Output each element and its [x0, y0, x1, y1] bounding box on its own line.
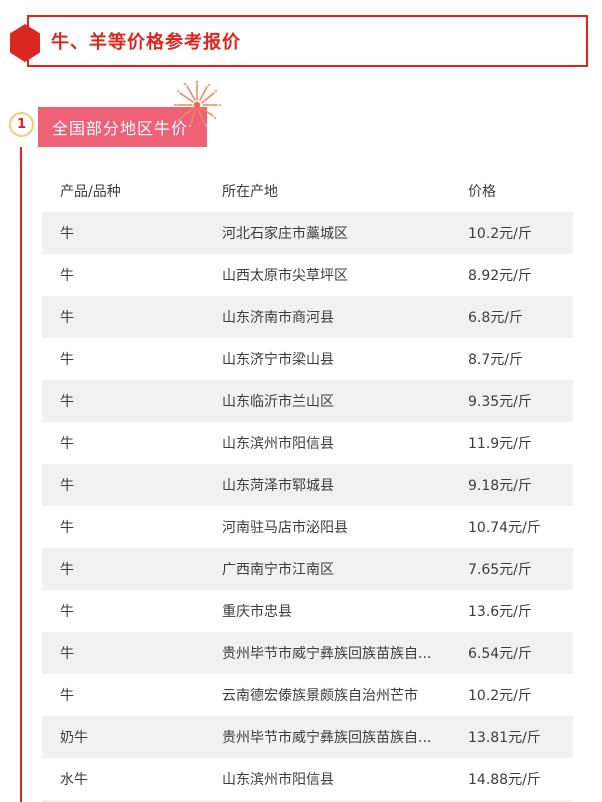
cell-product: 牛	[60, 646, 74, 662]
cell-price: 13.6元/斤	[468, 604, 532, 620]
column-header-price: 价格	[468, 184, 496, 200]
cell-price: 7.65元/斤	[468, 562, 532, 578]
price-table-body: 牛河北石家庄市藁城区 10.2元/斤牛山西太原市尖草坪区 8.92元/斤牛山东济南市…	[42, 212, 573, 800]
table-row: 牛 山东滨州市阳信县 11.9元/斤	[42, 422, 573, 464]
cell-price: 6.8元/斤	[468, 310, 523, 326]
vertical-accent-line	[20, 147, 22, 802]
cell-origin: 山东滨州市阳信县	[222, 436, 334, 452]
cell-origin: 河北石家庄市藁城区	[222, 226, 348, 242]
cell-product: 牛	[60, 268, 74, 284]
cell-product: 牛	[60, 562, 74, 578]
cell-price: 8.7元/斤	[468, 352, 523, 368]
cell-product: 水牛	[60, 772, 88, 788]
section-number-badge: 1	[9, 112, 34, 137]
table-header-row: 产品/品种 所在产地 价格	[42, 170, 573, 212]
table-row: 牛 贵州毕节市威宁彝族回族苗族自... 6.54元/斤	[42, 632, 573, 674]
cell-origin: 山东滨州市阳信县	[222, 772, 334, 788]
cell-price: 9.18元/斤	[468, 478, 532, 494]
cell-product: 牛	[60, 436, 74, 452]
table-row: 牛 河南驻马店市泌阳县 10.74元/斤	[42, 506, 573, 548]
cell-product: 牛	[60, 310, 74, 326]
table-row: 水牛 山东滨州市阳信县 14.88元/斤	[42, 758, 573, 800]
table-row: 牛 云南德宏傣族景颇族自治州芒市 10.2元/斤	[42, 674, 573, 716]
cell-price: 10.2元/斤	[468, 688, 532, 704]
cell-origin: 山东济南市商河县	[222, 310, 334, 326]
cell-price: 11.9元/斤	[468, 436, 532, 452]
cell-origin: 山东济宁市梁山县	[222, 352, 334, 368]
cell-product: 牛	[60, 604, 74, 620]
cell-product: 牛	[60, 226, 74, 242]
cell-product: 牛	[60, 688, 74, 704]
table-row: 奶牛 贵州毕节市威宁彝族回族苗族自... 13.81元/斤	[42, 716, 573, 758]
section-badge-label: 全国部分地区牛价	[52, 119, 189, 138]
cell-price: 9.35元/斤	[468, 394, 532, 410]
cell-product: 牛	[60, 394, 74, 410]
table-row: 牛 山东济南市商河县 6.8元/斤	[42, 296, 573, 338]
cell-product: 奶牛	[60, 730, 88, 746]
table-row: 牛 山东临沂市兰山区 9.35元/斤	[42, 380, 573, 422]
cell-product: 牛	[60, 478, 74, 494]
section-badge: 全国部分地区牛价	[38, 107, 207, 147]
cell-price: 6.54元/斤	[468, 646, 532, 662]
cell-origin: 山东临沂市兰山区	[222, 394, 334, 410]
cell-origin: 广西南宁市江南区	[222, 562, 334, 578]
next-row-partial	[42, 800, 573, 802]
table-row: 牛 山东菏泽市郓城县 9.18元/斤	[42, 464, 573, 506]
cell-origin: 山东菏泽市郓城县	[222, 478, 334, 494]
table-row: 牛 河北石家庄市藁城区 10.2元/斤	[42, 212, 573, 254]
cell-origin: 山西太原市尖草坪区	[222, 268, 348, 284]
cell-origin: 河南驻马店市泌阳县	[222, 520, 348, 536]
table-row: 牛 山东济宁市梁山县 8.7元/斤	[42, 338, 573, 380]
column-header-product: 产品/品种	[60, 184, 121, 200]
cell-product: 牛	[60, 520, 74, 536]
page-title: 牛、羊等价格参考报价	[51, 32, 241, 53]
cell-product: 牛	[60, 352, 74, 368]
cell-price: 8.92元/斤	[468, 268, 532, 284]
table-row: 牛 重庆市忠县 13.6元/斤	[42, 590, 573, 632]
cell-price: 13.81元/斤	[468, 730, 541, 746]
table-row: 牛 广西南宁市江南区 7.65元/斤	[42, 548, 573, 590]
column-header-origin: 所在产地	[222, 184, 278, 200]
cell-origin: 贵州毕节市威宁彝族回族苗族自...	[222, 730, 432, 746]
cell-price: 14.88元/斤	[468, 772, 541, 788]
cell-origin: 云南德宏傣族景颇族自治州芒市	[222, 688, 418, 704]
title-banner: 牛、羊等价格参考报价	[27, 15, 588, 67]
cell-origin: 贵州毕节市威宁彝族回族苗族自...	[222, 646, 432, 662]
cell-price: 10.2元/斤	[468, 226, 532, 242]
cell-price: 10.74元/斤	[468, 520, 541, 536]
table-row: 牛 山西太原市尖草坪区 8.92元/斤	[42, 254, 573, 296]
cell-origin: 重庆市忠县	[222, 604, 292, 620]
section-number: 1	[16, 117, 27, 132]
price-table: 产品/品种 所在产地 价格 牛河北石家庄市藁城区 10.2元/斤牛山西太原市尖草坪…	[42, 170, 573, 800]
